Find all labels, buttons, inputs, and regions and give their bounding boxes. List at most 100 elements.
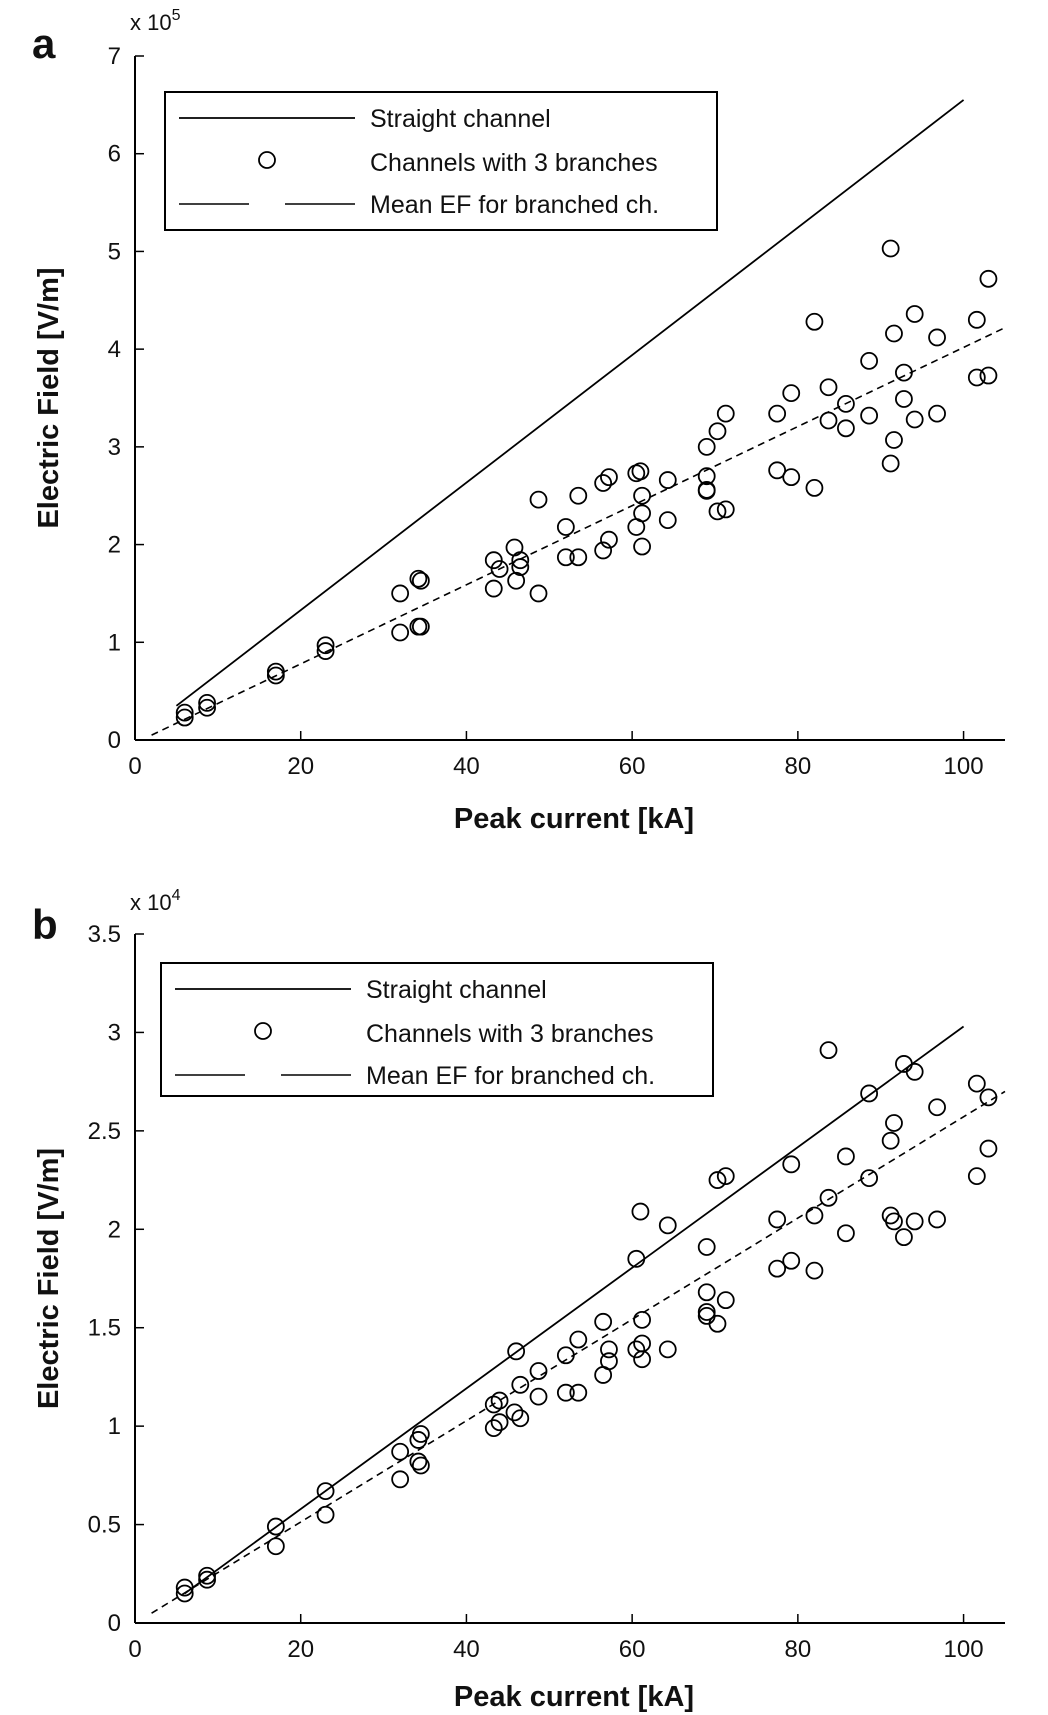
data-point — [697, 437, 716, 456]
data-point — [569, 486, 588, 505]
data-point — [905, 1062, 924, 1081]
data-point — [768, 461, 787, 480]
data-point — [658, 1216, 677, 1235]
y-tick-label: 3.5 — [88, 921, 121, 948]
data-point — [881, 239, 900, 258]
y-tick-label: 2.5 — [88, 1118, 121, 1145]
data-point — [175, 1584, 194, 1603]
data-point — [484, 1419, 503, 1438]
x-axis-title: Peak current [kA] — [454, 1681, 694, 1713]
legend-box — [164, 91, 718, 231]
data-point — [266, 666, 285, 685]
data-point — [175, 708, 194, 727]
data-point — [716, 404, 735, 423]
straight-channel-line — [175, 99, 965, 707]
x-tick-label: 60 — [619, 1636, 646, 1663]
data-point — [895, 363, 913, 382]
data-point — [529, 1387, 548, 1406]
data-point — [198, 1566, 216, 1585]
data-point — [837, 1147, 855, 1166]
x-tick-label: 100 — [944, 1636, 984, 1663]
x-tick-label: 20 — [287, 1636, 314, 1663]
data-point — [819, 1188, 838, 1207]
y-axis-title: Electric Field [V/m] — [33, 267, 65, 528]
data-point — [895, 390, 913, 408]
data-point — [633, 537, 651, 556]
data-point — [316, 1482, 335, 1501]
data-point — [658, 1340, 677, 1359]
data-point — [600, 468, 618, 487]
data-point — [600, 1340, 618, 1359]
y-tick-label: 3 — [108, 1019, 121, 1046]
x-tick-label: 80 — [785, 753, 812, 780]
data-point — [967, 368, 986, 387]
data-point — [881, 454, 900, 473]
x-tick-label: 0 — [128, 1636, 141, 1663]
y-tick-label: 6 — [108, 141, 121, 168]
x-axis-title: Peak current [kA] — [454, 803, 694, 835]
y-tick-label: 0 — [108, 727, 121, 754]
x-tick-label: 40 — [453, 1636, 480, 1663]
data-point — [631, 1202, 650, 1221]
data-point — [627, 1340, 646, 1359]
chart-panel-b: 0 20 40 60 80 100 0 0.5 1 1.5 2 2.5 3 3.5 Peak current… — [32, 887, 1006, 1713]
legend-label-mean: Mean EF for branched ch. — [370, 191, 659, 219]
data-point — [409, 569, 428, 588]
mean-ef-branched-line — [151, 326, 1006, 736]
data-point — [805, 312, 824, 331]
data-point — [768, 1210, 787, 1229]
data-point — [511, 1375, 530, 1394]
data-point — [708, 502, 727, 521]
data-point — [600, 530, 618, 549]
y-tick-label: 5 — [108, 238, 121, 265]
data-point — [837, 394, 855, 413]
legend-box — [160, 962, 714, 1097]
data-point — [819, 411, 838, 430]
data-point — [716, 1167, 735, 1186]
x-tick-label: 40 — [453, 753, 480, 780]
y-axis-title: Electric Field [V/m] — [33, 1148, 65, 1409]
legend-label-branches: Channels with 3 branches — [370, 149, 658, 177]
x-tick-label: 100 — [944, 753, 984, 780]
data-point — [175, 703, 194, 722]
data-point — [716, 1291, 735, 1310]
data-point — [633, 1350, 651, 1369]
data-point — [716, 500, 735, 519]
data-point — [266, 1517, 285, 1536]
data-point — [658, 471, 677, 489]
data-point — [708, 1314, 727, 1333]
data-point — [885, 1114, 903, 1132]
data-point — [928, 328, 946, 347]
mean-ef-branched-line — [151, 1090, 1006, 1614]
legend: Straight channel Channels with 3 branches… — [164, 91, 718, 231]
data-point — [633, 504, 651, 523]
data-point — [768, 1259, 787, 1278]
data-point — [697, 481, 716, 500]
data-point — [860, 406, 879, 425]
x-tick-label: 80 — [785, 1636, 812, 1663]
data-point — [928, 1210, 946, 1229]
data-point — [529, 584, 548, 603]
data-point — [505, 1403, 524, 1422]
data-point — [928, 404, 946, 423]
data-point — [409, 1452, 428, 1471]
data-point — [490, 1391, 509, 1410]
x-tick-label: 0 — [128, 753, 141, 780]
data-point — [967, 1167, 986, 1186]
data-point — [511, 1409, 530, 1428]
data-point — [860, 351, 879, 370]
data-point — [391, 1442, 410, 1461]
data-point — [633, 486, 651, 505]
data-point — [881, 1131, 900, 1150]
data-point — [885, 324, 903, 343]
data-point — [708, 422, 727, 441]
y-tick-label: 0 — [108, 1610, 121, 1637]
data-point — [895, 1228, 913, 1247]
data-point — [782, 468, 801, 487]
y-tick-label: 2 — [108, 1216, 121, 1243]
data-point — [633, 1310, 651, 1329]
x-tick-label: 60 — [619, 753, 646, 780]
data-point — [768, 404, 787, 423]
data-point — [837, 419, 855, 438]
data-point — [556, 548, 575, 567]
